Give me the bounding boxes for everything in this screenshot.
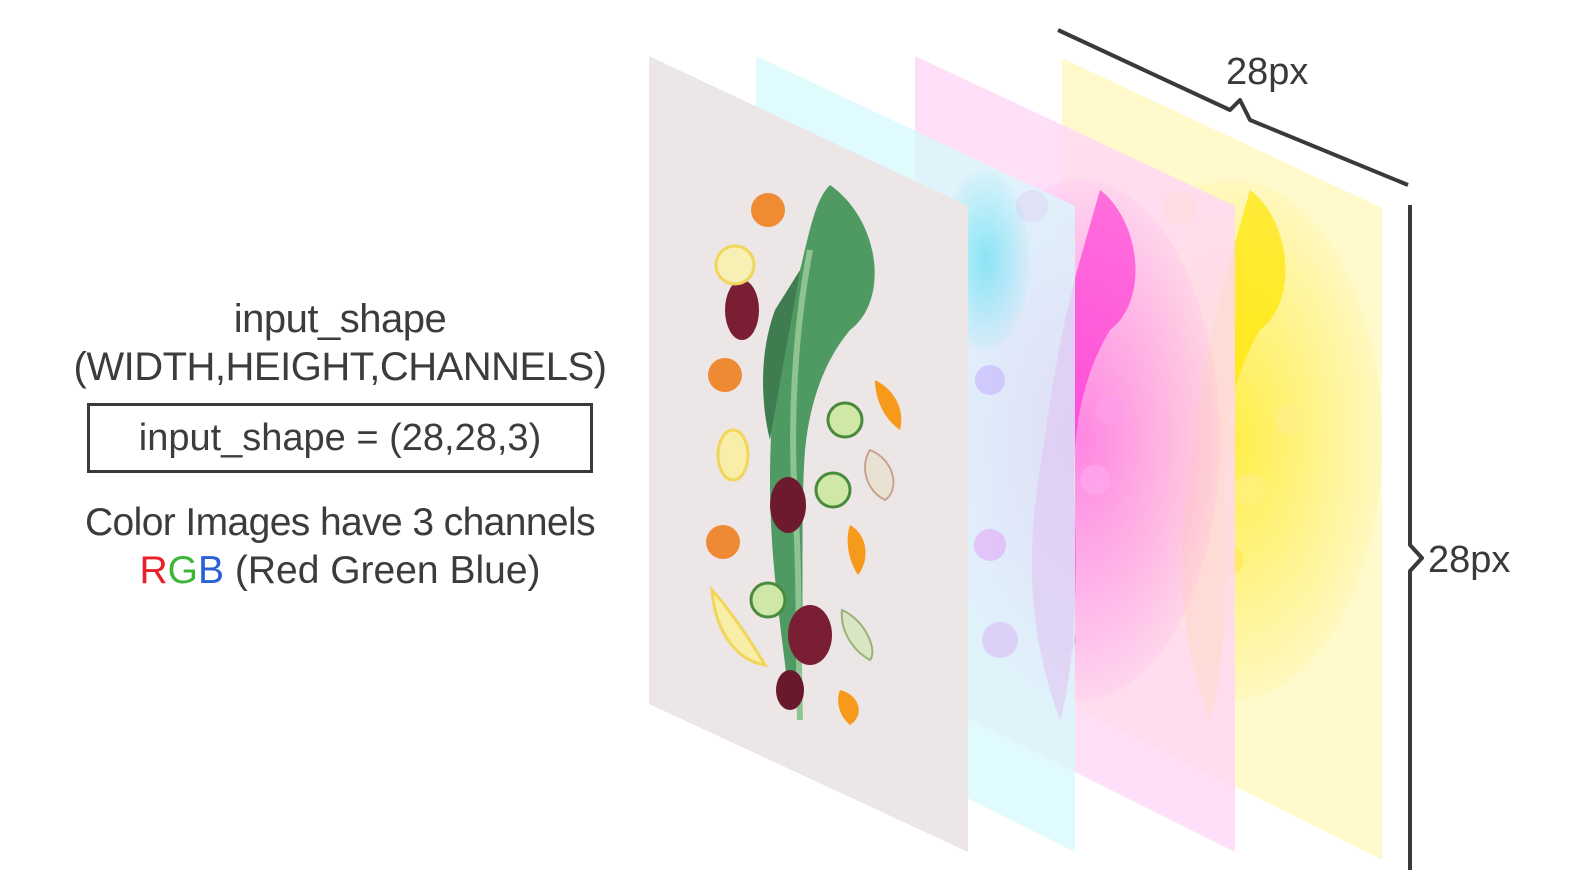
- cyan-slice-2: [974, 529, 1006, 561]
- magenta-slice-2: [1095, 395, 1125, 425]
- height-dimension: 28px: [1408, 205, 1510, 870]
- orange-wedge-2: [847, 525, 866, 575]
- channels-description: Color Images have 3 channels: [84, 501, 596, 544]
- orange-wedge-3: [838, 690, 859, 725]
- cucumber-slice-1: [826, 401, 864, 439]
- input-shape-title: input_shape: [233, 297, 447, 341]
- lemon-wedge: [710, 585, 768, 668]
- beet-slice-2: [770, 477, 806, 533]
- shape-explanation: input_shape (WIDTH,HEIGHT,CHANNELS) inpu…: [40, 295, 640, 595]
- cyan-slice-3: [982, 622, 1018, 658]
- width-dimension-line: [1057, 28, 1409, 187]
- cucumber-slice-2: [814, 471, 852, 509]
- width-dimension: 28px: [1057, 28, 1409, 187]
- input-shape-expression: input_shape = (28,28,3): [138, 417, 542, 459]
- carrot-slice-3: [706, 525, 740, 559]
- lemon-slice-2: [716, 428, 750, 482]
- yellow-slice-2: [1234, 474, 1266, 506]
- orange-wedge-1: [875, 380, 902, 430]
- yellow-slice-3: [1275, 405, 1305, 435]
- apple-slice-1: [864, 448, 895, 502]
- rgb-expansion: (Red Green Blue): [224, 549, 541, 592]
- height-dimension-line: [1408, 205, 1424, 870]
- carrot-slice-1: [751, 193, 785, 227]
- input-shape-format: (WIDTH,HEIGHT,CHANNELS): [73, 345, 607, 389]
- rgb-g-letter: G: [167, 549, 198, 592]
- height-label: 28px: [1428, 539, 1510, 581]
- beet-slice-3: [788, 605, 832, 665]
- carrot-slice-2: [708, 358, 742, 392]
- rgb-b-letter: B: [198, 549, 225, 592]
- magenta-slice-3: [1080, 465, 1110, 495]
- cucumber-slice-3: [749, 581, 787, 619]
- rgb-r-letter: R: [139, 549, 168, 592]
- kale-leaf-shadow: [763, 270, 800, 440]
- lemon-slice-1: [714, 244, 756, 286]
- beet-slice-4: [776, 670, 804, 710]
- original-image-layer: [649, 56, 968, 852]
- input-shape-box: input_shape = (28,28,3): [87, 403, 593, 473]
- apple-slice-2: [840, 608, 874, 662]
- beet-slice-1: [725, 280, 759, 340]
- width-label: 28px: [1226, 51, 1308, 93]
- cyan-slice-1: [975, 365, 1005, 395]
- rgb-line: RGB (Red Green Blue): [40, 547, 640, 595]
